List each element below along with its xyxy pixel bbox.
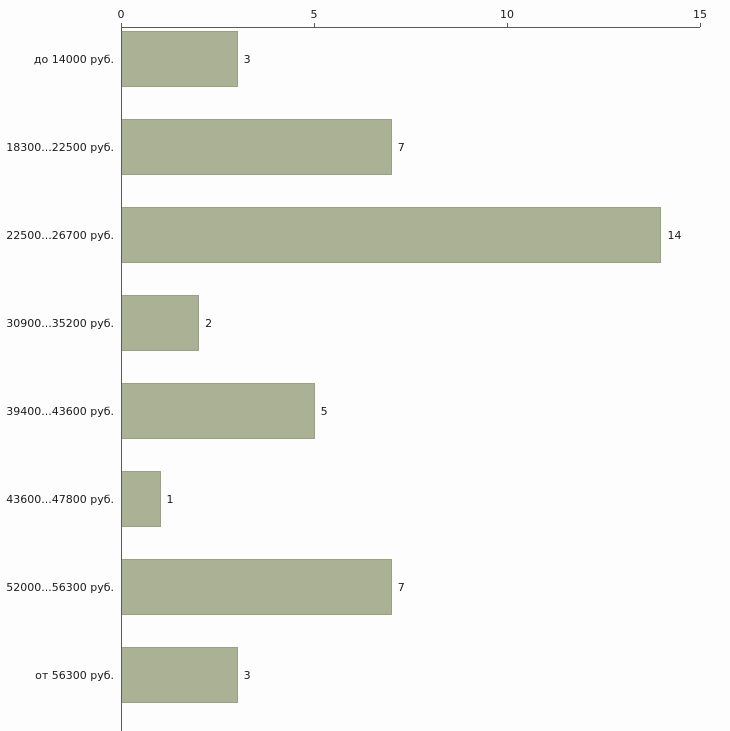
value-label: 14 bbox=[667, 228, 682, 242]
bar-area: 3 bbox=[121, 643, 700, 731]
value-label: 3 bbox=[243, 52, 251, 66]
chart-row: 39400...43600 руб. 5 bbox=[0, 379, 700, 467]
x-axis-tick-mark bbox=[507, 23, 508, 27]
bar-wrap: 2 bbox=[122, 295, 700, 351]
category-label: 39400...43600 руб. bbox=[6, 404, 114, 418]
category-label: 30900...35200 руб. bbox=[6, 316, 114, 330]
chart-row: 30900...35200 руб. 2 bbox=[0, 291, 700, 379]
category-label: до 14000 руб. bbox=[33, 52, 114, 66]
category-label: 52000...56300 руб. bbox=[6, 580, 114, 594]
bar bbox=[122, 295, 200, 351]
value-label: 7 bbox=[397, 140, 405, 154]
bar bbox=[122, 31, 238, 87]
value-label: 1 bbox=[166, 492, 174, 506]
bar-wrap: 7 bbox=[122, 559, 700, 615]
value-label: 2 bbox=[205, 316, 213, 330]
x-axis-tick-mark bbox=[121, 23, 122, 27]
bar-area: 7 bbox=[121, 115, 700, 203]
bar bbox=[122, 559, 392, 615]
category-label: 22500...26700 руб. bbox=[6, 228, 114, 242]
bar-wrap: 1 bbox=[122, 471, 700, 527]
bar-area: 3 bbox=[121, 27, 700, 115]
x-axis-tick-label: 15 bbox=[693, 8, 707, 21]
category-label: от 56300 руб. bbox=[35, 668, 114, 682]
chart-row: 52000...56300 руб. 7 bbox=[0, 555, 700, 643]
bar-wrap: 14 bbox=[122, 207, 700, 263]
bar bbox=[122, 383, 315, 439]
bar bbox=[122, 471, 161, 527]
value-label: 7 bbox=[397, 580, 405, 594]
chart-row: от 56300 руб. 3 bbox=[0, 643, 700, 731]
bar-area: 1 bbox=[121, 467, 700, 555]
x-axis-tick-label: 0 bbox=[117, 8, 125, 21]
bar-area: 7 bbox=[121, 555, 700, 643]
value-label: 5 bbox=[320, 404, 328, 418]
chart-row: до 14000 руб. 3 bbox=[0, 27, 700, 115]
value-label: 3 bbox=[243, 668, 251, 682]
category-label: 43600...47800 руб. bbox=[6, 492, 114, 506]
chart-rows: до 14000 руб. 3 18300...22500 руб. 7 22500..… bbox=[0, 27, 700, 731]
chart-row: 43600...47800 руб. 1 bbox=[0, 467, 700, 555]
bar-area: 14 bbox=[121, 203, 700, 291]
x-axis-tick-mark bbox=[700, 23, 701, 27]
x-axis-tick-mark bbox=[314, 23, 315, 27]
bar bbox=[122, 647, 238, 703]
bar bbox=[122, 207, 662, 263]
bar bbox=[122, 119, 392, 175]
category-label: 18300...22500 руб. bbox=[6, 140, 114, 154]
bar-area: 5 bbox=[121, 379, 700, 467]
chart-row: 22500...26700 руб. 14 bbox=[0, 203, 700, 291]
bar-wrap: 3 bbox=[122, 647, 700, 703]
bar-area: 2 bbox=[121, 291, 700, 379]
bar-wrap: 7 bbox=[122, 119, 700, 175]
x-axis: 0 5 10 15 bbox=[117, 0, 707, 28]
bar-wrap: 3 bbox=[122, 31, 700, 87]
chart-row: 18300...22500 руб. 7 bbox=[0, 115, 700, 203]
x-axis-tick-label: 5 bbox=[310, 8, 318, 21]
bar-wrap: 5 bbox=[122, 383, 700, 439]
x-axis-tick-label: 10 bbox=[500, 8, 514, 21]
